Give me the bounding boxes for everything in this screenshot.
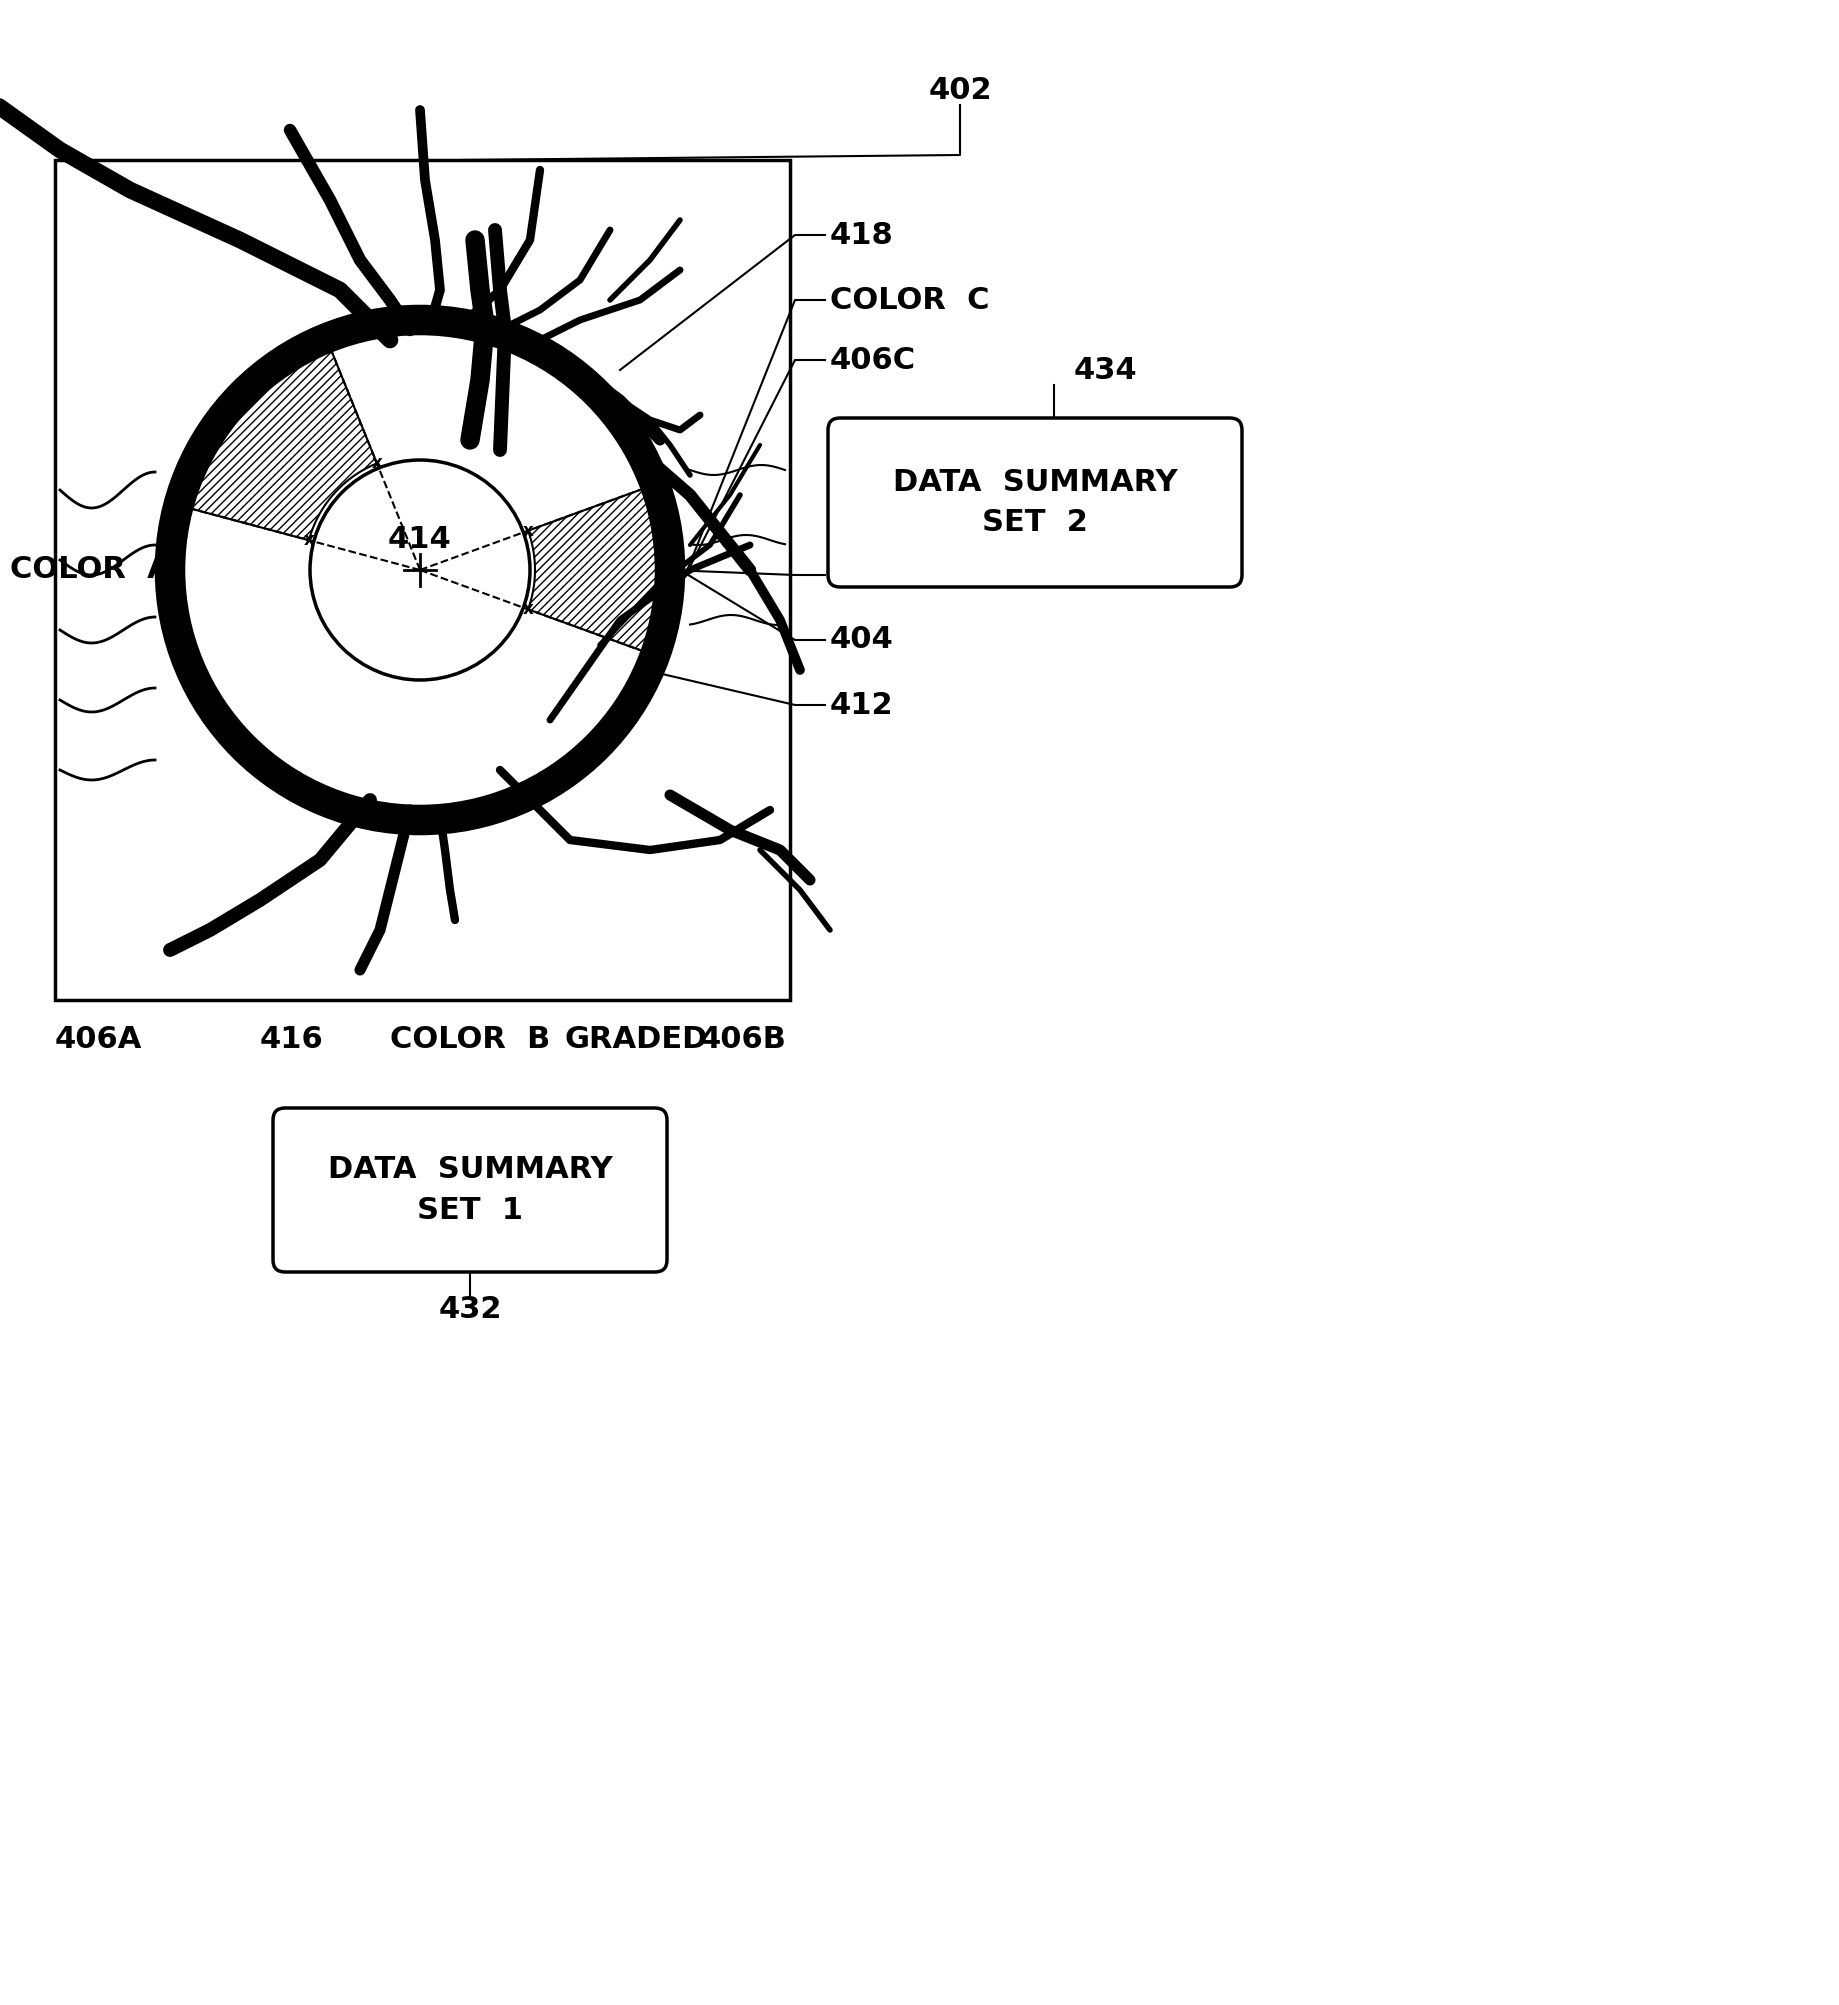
- Text: 406C: 406C: [829, 345, 916, 375]
- Text: x: x: [371, 455, 383, 473]
- Text: 404: 404: [829, 626, 894, 654]
- Text: x: x: [522, 599, 533, 618]
- Bar: [55, 160, 791, 1000]
- Text: DATA  SUMMARY
SET  1: DATA SUMMARY SET 1: [327, 1155, 612, 1225]
- Text: x: x: [645, 646, 655, 664]
- FancyBboxPatch shape: [272, 1109, 668, 1271]
- Text: COLOR  A: COLOR A: [9, 555, 171, 585]
- Text: x: x: [303, 531, 314, 549]
- Text: 412: 412: [829, 690, 894, 720]
- Text: x: x: [645, 477, 655, 495]
- Text: COLOR  B: COLOR B: [390, 1025, 550, 1055]
- Text: 432: 432: [438, 1295, 502, 1325]
- Text: 402: 402: [929, 76, 991, 104]
- Text: GRADED: GRADED: [829, 561, 973, 589]
- Text: GRADED: GRADED: [565, 1025, 708, 1055]
- Text: 414: 414: [388, 525, 452, 555]
- Text: x: x: [324, 335, 333, 351]
- Text: 406B: 406B: [701, 1025, 787, 1055]
- Text: DATA  SUMMARY
SET  2: DATA SUMMARY SET 2: [892, 467, 1177, 537]
- Text: COLOR  C: COLOR C: [829, 285, 989, 315]
- Text: x: x: [178, 497, 189, 515]
- Text: 418: 418: [829, 221, 894, 249]
- Text: 434: 434: [1074, 355, 1138, 385]
- Text: x: x: [522, 521, 533, 539]
- Text: 416: 416: [259, 1025, 324, 1055]
- FancyBboxPatch shape: [828, 417, 1241, 587]
- Text: 406A: 406A: [55, 1025, 142, 1055]
